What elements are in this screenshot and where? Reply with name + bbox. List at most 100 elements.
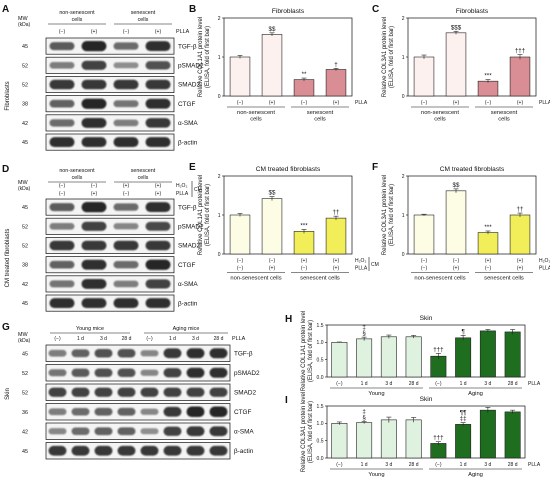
blot-row: 52 SMAD2 [22, 76, 200, 93]
panel-letter-I: I [285, 395, 288, 406]
y-tick-label: 0.5 [317, 357, 324, 363]
blot-band [140, 350, 159, 357]
blot-band [163, 348, 182, 359]
y-tick-label: 1.5 [317, 323, 324, 329]
y-tick-label: 1.0 [317, 340, 324, 346]
blot-strip [45, 76, 175, 93]
x-category-label: (+) [517, 100, 524, 106]
group-label: senescent [307, 110, 334, 116]
group-label: cells [498, 117, 510, 123]
kda-label: (kDa) [18, 22, 31, 28]
protein-label: α-SMA [234, 428, 254, 435]
blot-band [209, 445, 228, 456]
y-tick-label: 1 [218, 213, 221, 219]
y-tick-label: 0 [402, 94, 405, 100]
group-label-right-2: cells [138, 17, 149, 23]
cm-label: CM [194, 187, 202, 193]
panel-letter-G: G [2, 322, 10, 333]
x-category-label: (−) [485, 100, 492, 106]
group-label-left-2: cells [72, 17, 83, 23]
chart-title: CM treated fibroblasts [256, 166, 321, 173]
group-label: cells [250, 117, 262, 123]
bar [509, 214, 531, 255]
bar [325, 217, 347, 255]
mw-value: 45 [22, 140, 28, 146]
treat-label: PLLA [528, 381, 541, 387]
bar [405, 419, 422, 459]
y-axis-label: Relative COL3A1 protein level [382, 17, 388, 97]
plot-frame [326, 324, 526, 378]
blot-band [140, 445, 159, 456]
lane-treatment-label: (+) [91, 191, 98, 197]
blot-strip [45, 383, 231, 401]
protein-label: TGF-β [178, 43, 197, 50]
protein-label: α-SMA [178, 281, 198, 288]
blot-row: 42 α-SMA [22, 275, 198, 293]
bar [293, 231, 315, 255]
lane-treatment-label: (−) [59, 29, 66, 35]
blot-band [113, 223, 139, 230]
mw-value: 38 [22, 263, 28, 269]
significance-marker: $$ [453, 182, 460, 189]
protein-label: β-actin [178, 139, 198, 146]
blot-band [81, 201, 107, 213]
bar [380, 336, 397, 378]
blot-strip [45, 217, 175, 235]
group-label-right: senescent [131, 10, 156, 16]
protein-label: TGF-β [178, 204, 197, 211]
x-category-label: 1 d [361, 462, 368, 468]
blot-band [49, 79, 75, 90]
significance-marker: § [362, 415, 366, 422]
x-category-label: (+) [269, 266, 276, 272]
blot-band [48, 445, 67, 456]
y-axis-label: Relative COL1A1 protein level [198, 17, 204, 97]
lane-treatment-label: 1 d [169, 336, 176, 342]
blot-band [209, 387, 228, 397]
bar [477, 232, 499, 255]
blot-band [81, 40, 107, 52]
lane-treatment-label: (−) [123, 191, 130, 197]
blot-band [145, 202, 171, 213]
blot-band [94, 348, 113, 358]
significance-marker: ††† [433, 346, 444, 353]
blot-row: 45 TGF-β [22, 344, 253, 362]
blot-band [81, 117, 107, 128]
blot-band [145, 279, 171, 289]
panel-letter-B: B [189, 4, 196, 15]
blot-band [113, 261, 139, 269]
y-axis-label: (ELISA, fold of first bar) [308, 401, 314, 463]
lane-treatment-label: (+) [155, 191, 162, 197]
x-category-label: (+) [333, 258, 340, 264]
panel-letter-D: D [2, 164, 9, 175]
x-category-label: (−) [421, 258, 428, 264]
blot-band [145, 41, 171, 52]
blot-strip [45, 422, 231, 440]
blot-band [117, 387, 136, 397]
y-axis-label: (ELISA, fold of first bar) [308, 320, 314, 382]
protein-label: CTGF [178, 101, 195, 108]
mw-value: 52 [22, 371, 28, 377]
protein-label: pSMAD2 [178, 63, 204, 70]
blot-band [117, 445, 136, 456]
blot-band [81, 98, 107, 109]
blot-band [49, 298, 75, 309]
blot-band [81, 60, 107, 70]
protein-label: SMAD2 [178, 243, 200, 250]
side-label: CM treated fibroblasts [5, 229, 11, 288]
bar [356, 422, 373, 459]
mw-value: 36 [22, 410, 28, 416]
blot-band [117, 407, 136, 416]
mw-value: 45 [22, 449, 28, 455]
lane-treatment-label: (−) [123, 29, 130, 35]
blot-row: 38 CTGF [22, 95, 195, 113]
protein-label: β-actin [178, 300, 198, 307]
cm-label: CM [371, 262, 379, 268]
blot-strip [45, 198, 175, 216]
blot-band [49, 42, 75, 51]
blot-band [163, 445, 182, 456]
lane-treatment-label: 1 d [77, 336, 84, 342]
x-category-label: (+) [453, 100, 460, 106]
x-category-label: (−) [421, 266, 428, 272]
protein-label: CTGF [234, 409, 251, 416]
bar [229, 214, 251, 255]
